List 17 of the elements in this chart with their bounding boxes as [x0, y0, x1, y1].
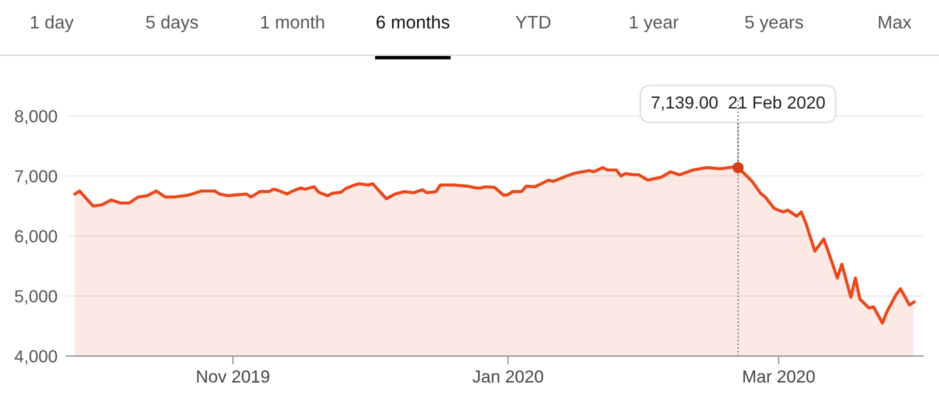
y-tick-label: 7,000 [15, 170, 58, 184]
text: 1 day [30, 15, 74, 32]
y-tick-label: 4,000 [14, 350, 58, 365]
text: Max [878, 16, 912, 29]
x-tick-label: Jan 2020 [472, 370, 544, 383]
text: 5 days [146, 15, 198, 32]
text: 1 year [630, 16, 678, 32]
text: 5 years [745, 16, 804, 32]
annotation: 7,139.00 21 Feb 2020 [652, 96, 825, 111]
y-tick-label: 6,000 [15, 230, 58, 244]
text: YTD [516, 16, 550, 28]
text: 1 month [261, 15, 324, 29]
text: 6 months [376, 15, 450, 29]
x-tick-label: Nov 2019 [197, 370, 270, 383]
x-tick-label: Mar 2020 [743, 370, 815, 383]
y-tick-label: 8,000 [14, 110, 58, 124]
y-tick-label: 5,000 [14, 290, 58, 305]
